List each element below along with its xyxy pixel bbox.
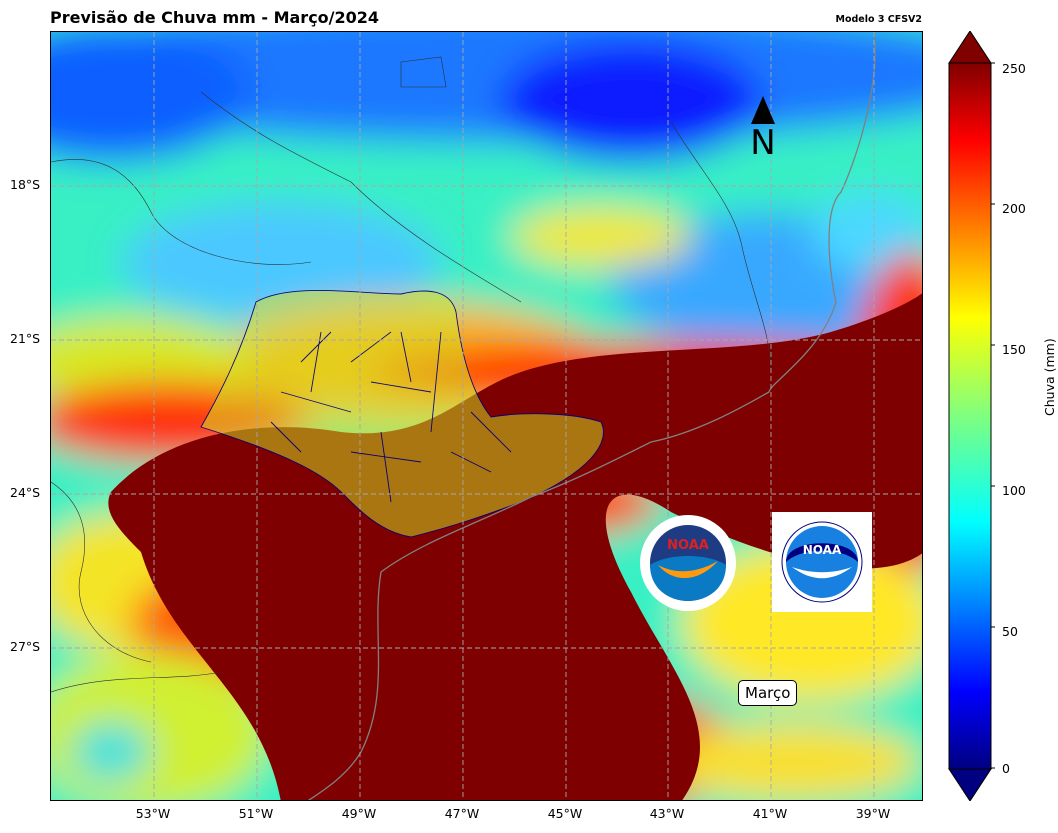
colorbar-tick-0: 0 <box>1002 761 1010 776</box>
lon-label-53w: 53°W <box>135 806 171 821</box>
colorbar <box>948 31 995 801</box>
gridlines <box>51 32 922 800</box>
north-label: N <box>750 123 776 163</box>
lon-label-45w: 45°W <box>547 806 583 821</box>
sp-state <box>200 289 604 538</box>
map-title: Previsão de Chuva mm - Março/2024 <box>50 8 380 27</box>
colorbar-tick-250: 250 <box>1002 61 1026 76</box>
lat-label-18s: 18°S <box>10 177 41 192</box>
lat-label-24s: 24°S <box>10 485 41 500</box>
svg-text:NOAA: NOAA <box>667 538 709 553</box>
month-label: Março <box>738 680 798 706</box>
rainfall-map <box>50 31 923 801</box>
model-label: Modelo 3 CFSV2 <box>835 14 923 25</box>
lon-label-47w: 47°W <box>444 806 480 821</box>
noaa-logo-icon: NOAA <box>640 515 736 611</box>
colorbar-title: Chuva (mm) <box>1042 338 1057 416</box>
lon-label-51w: 51°W <box>238 806 274 821</box>
colorbar-tick-150: 150 <box>1002 342 1026 357</box>
colorbar-tick-100: 100 <box>1002 483 1026 498</box>
lat-label-27s: 27°S <box>10 639 41 654</box>
lon-label-43w: 43°W <box>649 806 685 821</box>
svg-text:NOAA: NOAA <box>803 543 842 557</box>
north-arrow-icon <box>751 96 775 124</box>
lon-label-41w: 41°W <box>752 806 788 821</box>
heavy-rain-core <box>108 293 922 800</box>
noaa-logo-2-container: NOAA <box>772 512 872 612</box>
colorbar-tick-200: 200 <box>1002 201 1026 216</box>
noaa-logo-2-icon: NOAA <box>781 521 863 603</box>
colorbar-tick-50: 50 <box>1002 624 1018 639</box>
lat-label-21s: 21°S <box>10 331 41 346</box>
coastline <box>307 32 876 800</box>
lon-label-49w: 49°W <box>341 806 377 821</box>
north-arrow: N <box>745 96 781 162</box>
lon-label-39w: 39°W <box>855 806 891 821</box>
